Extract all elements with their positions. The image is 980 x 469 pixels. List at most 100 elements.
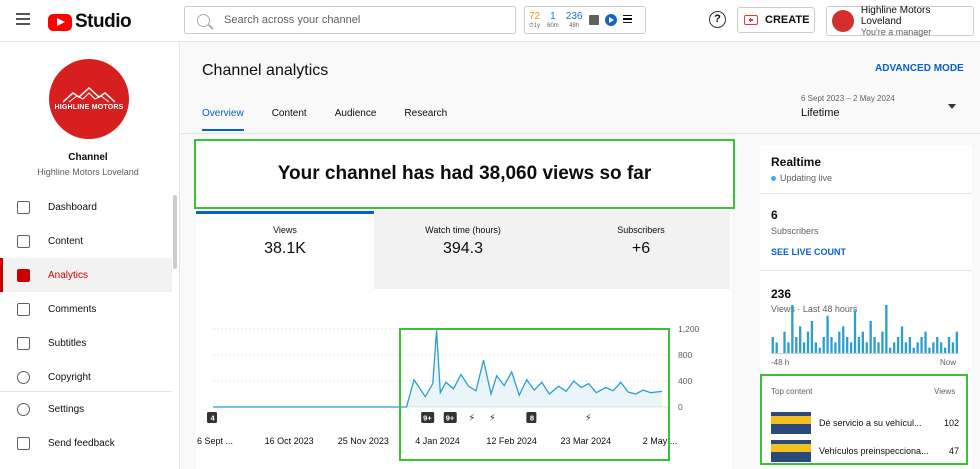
sidebar-item-label: Copyright	[48, 371, 91, 383]
realtime-bar	[834, 342, 837, 353]
studio-logo[interactable]: Studio	[48, 11, 132, 33]
create-button[interactable]: CREATE	[737, 7, 815, 33]
header-divider	[180, 133, 980, 134]
realtime-bar	[955, 331, 958, 353]
sidebar-item-content[interactable]: Content	[0, 224, 172, 258]
avatar	[832, 10, 854, 32]
metric-label: Watch time (hours)	[425, 225, 501, 235]
realtime-bar	[853, 310, 857, 353]
subtitles-icon	[17, 336, 30, 350]
y-tick-label: 400	[678, 376, 692, 386]
sidebar-item-feedback[interactable]: Send feedback	[0, 426, 172, 460]
channel-avatar[interactable]: HIGHLINE MOTORS	[49, 59, 129, 139]
tab-overview[interactable]: Overview	[202, 108, 244, 131]
metric-value: 394.3	[442, 240, 484, 257]
metric-watch-time[interactable]: Watch time (hours) 394.3	[374, 211, 552, 289]
search-input[interactable]	[224, 14, 504, 26]
upload-marker-icon: ⚡	[468, 413, 475, 424]
ext-stat-value: 236	[565, 10, 583, 22]
analytics-icon	[17, 268, 30, 282]
metric-value: 38.1K	[264, 240, 306, 257]
hamburger-menu-icon[interactable]	[16, 13, 30, 25]
sidebar-item-label: Dashboard	[48, 201, 97, 213]
mountain-logo-icon	[63, 87, 115, 103]
date-range-text: 6 Sept 2023 – 2 May 2024	[801, 94, 895, 103]
realtime-bar	[810, 321, 814, 353]
video-views: 47	[948, 446, 959, 456]
copyright-icon	[17, 370, 30, 384]
metric-subscribers[interactable]: Subscribers +6	[552, 211, 730, 289]
upload-marker	[526, 412, 537, 423]
advanced-mode-button[interactable]: ADVANCED MODE	[875, 63, 964, 74]
create-video-icon	[744, 15, 758, 25]
upload-marker	[207, 412, 217, 423]
realtime-bar	[838, 331, 841, 353]
top-content-views-header: Views	[934, 387, 956, 396]
tab-research[interactable]: Research	[404, 108, 448, 119]
realtime-bar	[802, 342, 806, 353]
metric-label: Views	[273, 225, 297, 235]
comments-icon	[17, 302, 30, 316]
sidebar-scrollbar[interactable]	[173, 195, 177, 269]
youtube-logo-icon	[48, 13, 72, 31]
sidebar-item-settings[interactable]: Settings	[0, 392, 172, 426]
tab-content[interactable]: Content	[271, 108, 307, 119]
see-live-count-link[interactable]: SEE LIVE COUNT	[771, 247, 847, 257]
channel-label: Channel	[68, 152, 108, 163]
realtime-bar	[861, 331, 864, 353]
upload-marker	[443, 412, 457, 423]
extension-play-icon[interactable]	[605, 14, 618, 26]
realtime-views-value: 236	[771, 287, 792, 301]
list-item[interactable]: Vehículos preinspecciona... 47	[771, 440, 959, 462]
views-line-chart[interactable]: 1,200 800 400 0 4 9+ 9+ ⚡ ⚡ 8 ⚡ 6 Sept ... 16 Oct 20…	[196, 318, 732, 469]
sidebar-divider	[0, 391, 172, 392]
dashboard-icon	[17, 200, 30, 214]
realtime-bar	[932, 342, 935, 353]
realtime-subscribers-value: 6	[771, 208, 778, 222]
realtime-bar	[771, 337, 774, 353]
chevron-down-icon[interactable]	[948, 104, 956, 109]
list-item[interactable]: Dé servicio a su vehícul... 102	[771, 412, 959, 434]
realtime-bar	[920, 337, 923, 353]
realtime-bar	[885, 305, 888, 353]
realtime-bar-chart[interactable]	[771, 298, 959, 354]
search-icon	[197, 13, 210, 27]
realtime-bar	[873, 337, 876, 353]
realtime-bar	[916, 342, 919, 353]
top-content-highlight-box	[760, 374, 968, 465]
metric-tabs: Views 38.1K Watch time (hours) 394.3 Sub…	[196, 211, 732, 289]
live-dot-icon	[771, 175, 776, 181]
x-tick-label: 16 Oct 2023	[265, 436, 314, 446]
realtime-bar	[889, 347, 892, 353]
video-title: Dé servicio a su vehícul...	[819, 418, 922, 428]
metric-views[interactable]: Views 38.1K	[196, 211, 374, 289]
sidebar-item-label: Send feedback	[48, 437, 115, 449]
realtime-bar	[857, 337, 861, 353]
sidebar-item-label: Analytics	[48, 269, 89, 281]
tab-audience[interactable]: Audience	[334, 108, 377, 119]
sidebar-item-subtitles[interactable]: Subtitles	[0, 326, 172, 360]
x-tick-label: 4 Jan 2024	[415, 436, 460, 446]
realtime-bar	[814, 342, 817, 353]
help-icon[interactable]: ?	[709, 11, 726, 28]
sidebar-item-label: Settings	[48, 403, 85, 415]
channel-name: Highline Motors Loveland	[37, 167, 139, 177]
sidebar-item-comments[interactable]: Comments	[0, 292, 172, 326]
ext-stat-3: 236 48h	[566, 11, 583, 30]
account-switcher[interactable]: Highline Motors Loveland You're a manage…	[826, 5, 974, 37]
date-range-selector[interactable]: 6 Sept 2023 – 2 May 2024 Lifetime	[801, 94, 895, 119]
extension-stats[interactable]: 72 ⏱1y 1 60m 236 48h	[524, 6, 646, 34]
realtime-bar	[928, 347, 931, 353]
search-box[interactable]	[184, 6, 516, 34]
ext-stat-value: 1	[550, 10, 556, 22]
chart-icon[interactable]	[589, 15, 600, 25]
metric-label: Subscribers	[617, 225, 665, 235]
sidebar-item-analytics[interactable]: Analytics	[0, 258, 172, 292]
ext-stat-1: 72 ⏱1y	[529, 11, 540, 30]
extension-menu-icon[interactable]	[623, 14, 633, 26]
video-views: 102	[943, 418, 959, 428]
upload-marker-icon: ⚡	[585, 413, 592, 424]
sidebar-item-copyright[interactable]: Copyright	[0, 360, 172, 394]
ext-stat-value: 72	[529, 10, 541, 22]
sidebar-item-dashboard[interactable]: Dashboard	[0, 190, 172, 224]
